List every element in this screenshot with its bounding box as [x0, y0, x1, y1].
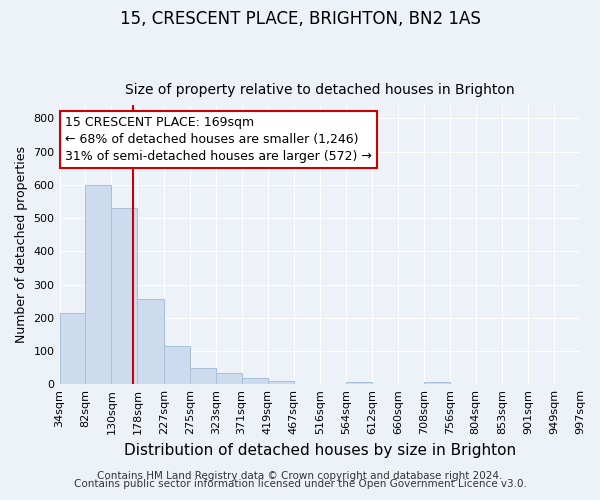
Bar — [346, 382, 372, 384]
Bar — [164, 346, 190, 384]
Y-axis label: Number of detached properties: Number of detached properties — [15, 146, 28, 343]
Bar — [216, 373, 242, 384]
Text: 15 CRESCENT PLACE: 169sqm
← 68% of detached houses are smaller (1,246)
31% of se: 15 CRESCENT PLACE: 169sqm ← 68% of detac… — [65, 116, 372, 162]
Bar — [242, 378, 268, 384]
Text: Contains public sector information licensed under the Open Government Licence v3: Contains public sector information licen… — [74, 479, 526, 489]
Bar — [190, 368, 216, 384]
Bar — [112, 208, 137, 384]
Title: Size of property relative to detached houses in Brighton: Size of property relative to detached ho… — [125, 83, 515, 97]
Bar — [59, 313, 85, 384]
Text: 15, CRESCENT PLACE, BRIGHTON, BN2 1AS: 15, CRESCENT PLACE, BRIGHTON, BN2 1AS — [119, 10, 481, 28]
Bar — [137, 300, 164, 384]
Text: Contains HM Land Registry data © Crown copyright and database right 2024.: Contains HM Land Registry data © Crown c… — [97, 471, 503, 481]
Bar — [85, 185, 112, 384]
Bar — [268, 381, 293, 384]
X-axis label: Distribution of detached houses by size in Brighton: Distribution of detached houses by size … — [124, 442, 516, 458]
Bar — [424, 382, 450, 384]
